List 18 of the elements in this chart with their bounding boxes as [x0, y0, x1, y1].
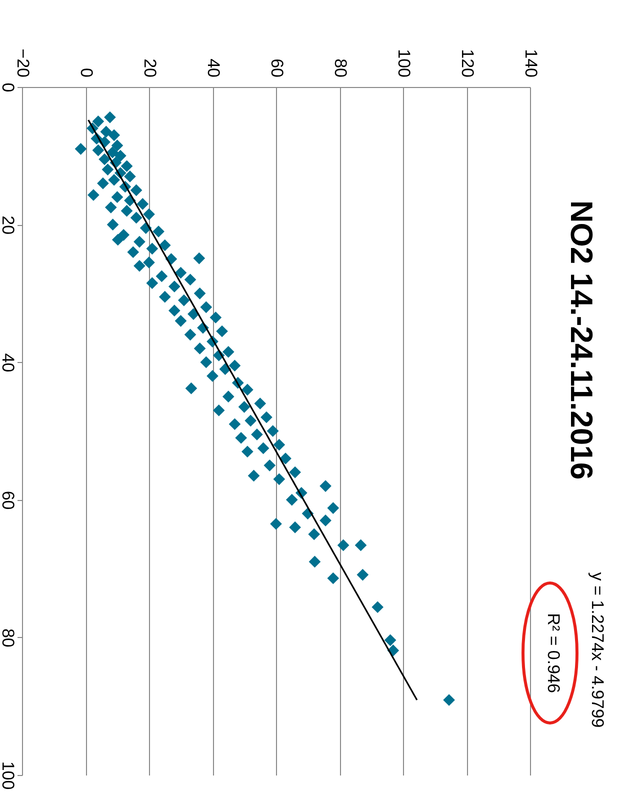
x-tick-label: 40: [204, 58, 223, 78]
text: NO2 14.-24.11.2016: [564, 200, 599, 480]
y-tick-label: 60: [0, 490, 18, 510]
x-tick-label: 80: [331, 58, 350, 78]
x-tick-label: 60: [268, 58, 286, 78]
x-tick-label: 20: [140, 58, 160, 78]
y-tick-label: 40: [0, 353, 18, 372]
x-tick-label: 120: [458, 49, 477, 78]
y-tick-label: 80: [0, 628, 18, 648]
x-tick-label: 0: [77, 68, 96, 78]
text: y = 1.2274x - 4.9799: [588, 572, 607, 728]
text: R² = 0.946: [544, 613, 563, 693]
x-tick-label: 100: [394, 49, 414, 78]
y-tick-label: 0: [0, 82, 18, 92]
y-tick-label: 100: [0, 761, 18, 790]
x-tick-label: 140: [522, 49, 540, 78]
x-tick-label: −20: [14, 48, 32, 78]
y-tick-label: 20: [0, 216, 18, 235]
